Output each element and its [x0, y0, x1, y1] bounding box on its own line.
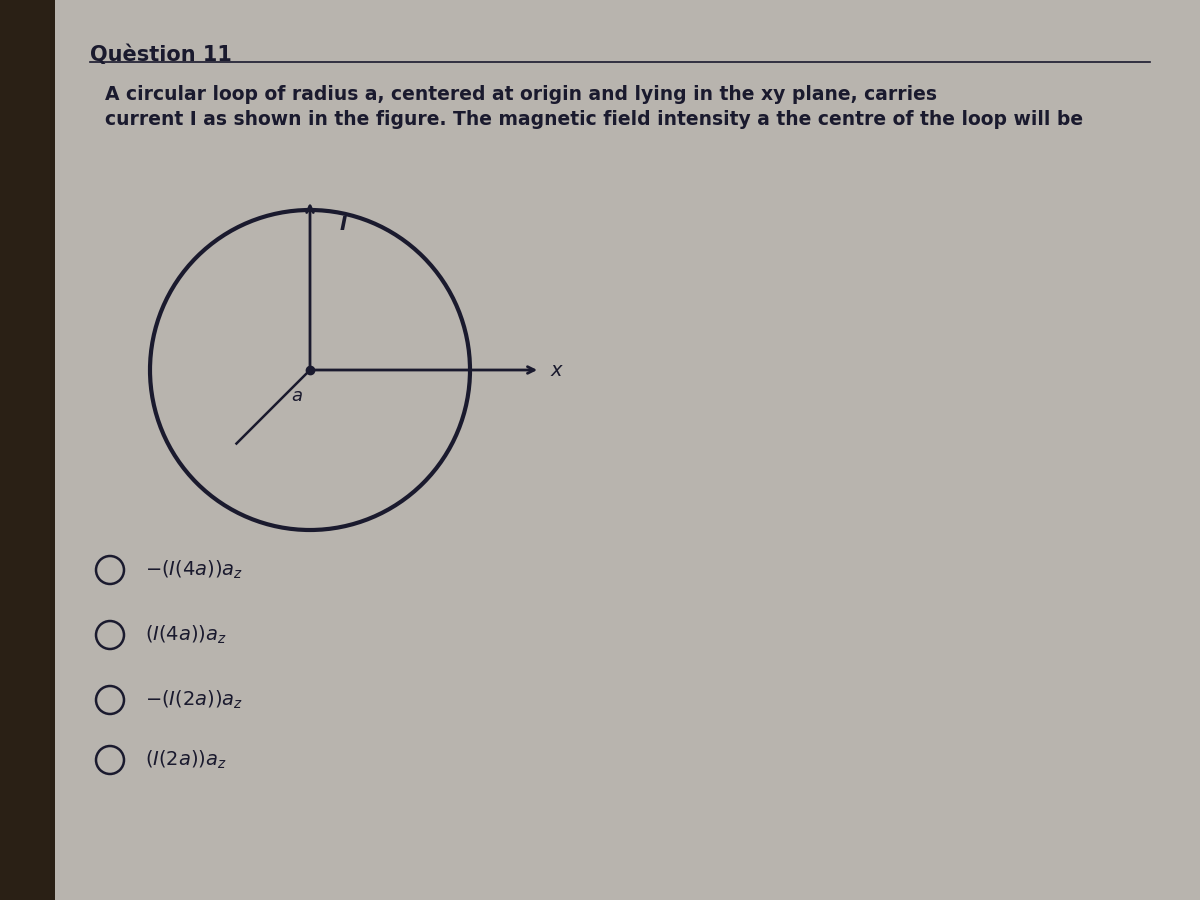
Text: a: a: [292, 387, 302, 405]
Text: $(I(4a))a_z$: $(I(4a))a_z$: [145, 624, 227, 646]
Text: x: x: [550, 361, 562, 380]
Text: $-(I(2a))a_z$: $-(I(2a))a_z$: [145, 688, 244, 711]
Text: I: I: [340, 215, 347, 234]
Text: A circular loop of radius a, centered at origin and lying in the xy plane, carri: A circular loop of radius a, centered at…: [106, 85, 937, 104]
Text: $-(I(4a))a_z$: $-(I(4a))a_z$: [145, 559, 244, 581]
Text: $(I(2a))a_z$: $(I(2a))a_z$: [145, 749, 227, 771]
Text: Quèstion 11: Quèstion 11: [90, 45, 232, 66]
Bar: [0, 0, 55, 900]
Text: current I as shown in the figure. The magnetic field intensity a the centre of t: current I as shown in the figure. The ma…: [106, 110, 1084, 129]
